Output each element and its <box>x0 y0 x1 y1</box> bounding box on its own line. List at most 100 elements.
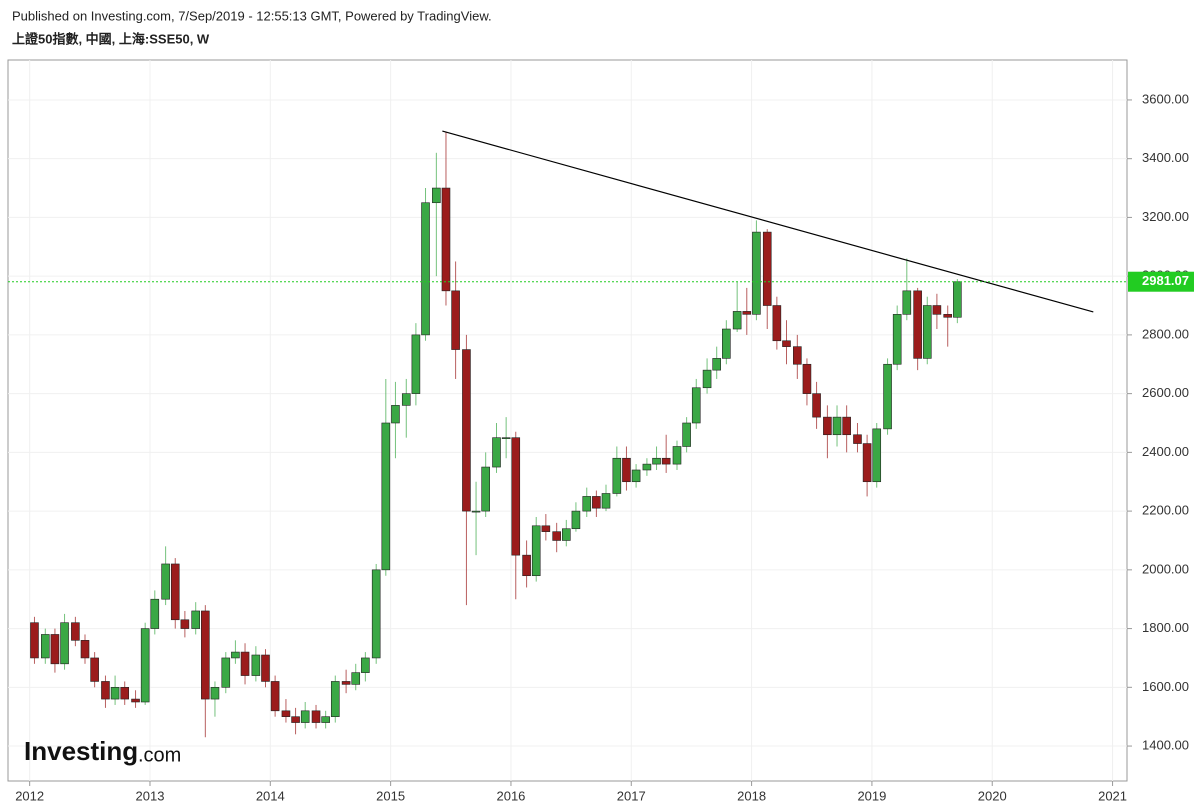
candle-body <box>862 443 872 483</box>
candle-body <box>210 687 220 700</box>
candle-body <box>180 619 190 629</box>
candle-body <box>451 290 460 350</box>
candle-body <box>631 469 641 483</box>
y-tick-label: 2400.00 <box>1142 444 1189 459</box>
candle-body <box>411 334 421 394</box>
candle-body <box>762 231 772 306</box>
candle-body <box>691 387 701 424</box>
candle-body <box>191 610 201 629</box>
x-tick-label: 2020 <box>978 788 1007 803</box>
logo-suffix: .com <box>138 744 181 766</box>
candle-body <box>612 457 622 494</box>
candle-body <box>712 358 722 371</box>
candle-body <box>170 563 180 621</box>
candle-body <box>853 434 862 444</box>
candle-body <box>110 687 120 700</box>
candle-body <box>281 710 291 717</box>
x-tick-label: 2012 <box>15 788 44 803</box>
candle-body <box>812 393 821 418</box>
last-price-label: 2981.07 <box>1142 273 1189 288</box>
candle-body <box>341 681 351 685</box>
y-tick-label: 2600.00 <box>1142 385 1189 400</box>
last-price-box <box>1128 271 1194 292</box>
candle-body <box>270 681 280 712</box>
candle-body <box>501 437 511 439</box>
candle-body <box>351 672 361 685</box>
candle-body <box>772 305 782 342</box>
candle-body <box>832 416 842 436</box>
candle-body <box>240 651 250 676</box>
candle-body <box>401 393 411 406</box>
x-tick-label: 2018 <box>737 788 766 803</box>
candle-body <box>943 314 953 318</box>
candle-body <box>531 525 541 577</box>
candle-body <box>922 305 932 359</box>
y-tick-label: 3400.00 <box>1142 150 1189 165</box>
candle-body <box>571 510 581 530</box>
candle-body <box>722 328 731 359</box>
candle-body <box>330 681 340 717</box>
candle-body <box>672 446 682 465</box>
y-tick-label: 1400.00 <box>1142 737 1189 752</box>
candle-body <box>872 428 882 483</box>
candle-body <box>481 466 490 512</box>
candle-body <box>101 681 110 700</box>
candle-body <box>661 457 671 465</box>
candle-body <box>953 281 962 318</box>
candle-body <box>511 437 521 556</box>
candle-body <box>642 463 652 471</box>
candle-body <box>321 716 330 723</box>
x-tick-label: 2017 <box>617 788 646 803</box>
candle-body <box>682 422 691 447</box>
candle-body <box>441 187 451 292</box>
candle-body <box>80 640 90 659</box>
logo-brand: Investing <box>24 736 138 766</box>
candle-body <box>30 622 39 659</box>
candle-body <box>842 416 851 436</box>
candle-body <box>150 598 160 629</box>
candle-body <box>742 311 752 315</box>
candle-body <box>541 525 551 532</box>
candle-body <box>300 710 310 723</box>
candle-body <box>221 657 231 688</box>
candle-body <box>913 290 922 359</box>
candle-body <box>40 634 50 659</box>
candle-body <box>652 457 661 465</box>
candle-body <box>432 187 441 204</box>
candle-body <box>291 716 300 723</box>
plot-frame <box>7 59 1128 782</box>
x-tick-label: 2015 <box>376 788 405 803</box>
candle-body <box>381 422 391 571</box>
y-tick-label: 3600.00 <box>1142 91 1189 106</box>
candle-body <box>371 569 381 659</box>
candle-body <box>902 290 912 315</box>
candle-body <box>802 363 812 394</box>
candle-body <box>391 405 400 424</box>
candle-body <box>883 363 892 430</box>
candle-body <box>60 622 69 665</box>
candle-body <box>561 528 571 541</box>
candle-body <box>231 651 240 659</box>
x-tick-label: 2014 <box>256 788 285 803</box>
x-tick-label: 2013 <box>136 788 165 803</box>
candle-body <box>261 654 270 682</box>
candle-body <box>552 531 561 541</box>
y-tick-label: 3200.00 <box>1142 209 1189 224</box>
candle-body <box>120 687 130 700</box>
x-tick-label: 2021 <box>1098 788 1127 803</box>
candle-body <box>311 710 321 723</box>
candle-body <box>732 311 742 330</box>
x-tick-label: 2019 <box>857 788 886 803</box>
candle-body <box>201 610 210 700</box>
candle-body <box>702 369 712 389</box>
candle-body <box>462 349 471 512</box>
candle-body <box>892 314 902 365</box>
candle-body <box>90 657 99 682</box>
candle-body <box>161 563 170 600</box>
candle-body <box>592 496 601 509</box>
candle-body <box>421 202 430 336</box>
candle-body <box>601 493 611 509</box>
candle-body <box>823 416 832 436</box>
candle-body <box>492 437 501 468</box>
